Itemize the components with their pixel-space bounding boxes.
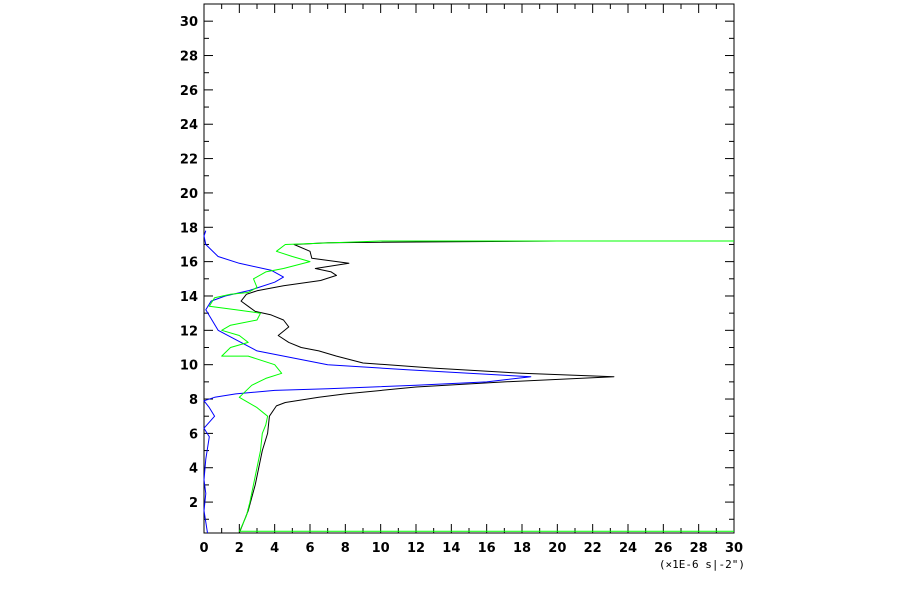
y-tick-label: 14 — [180, 290, 198, 305]
x-tick-label: 8 — [341, 541, 350, 556]
y-tick-label: 18 — [180, 221, 198, 236]
y-tick-label: 28 — [180, 50, 198, 65]
ticks — [203, 4, 735, 533]
x-tick-label: 22 — [584, 541, 602, 556]
series-line-2 — [203, 230, 532, 534]
y-tick-label: 4 — [189, 462, 198, 477]
series-layer — [203, 230, 734, 534]
y-tick-label: 24 — [180, 118, 198, 133]
x-tick-label: 24 — [619, 541, 637, 556]
y-tick-label: 30 — [180, 15, 198, 30]
y-tick-label: 22 — [180, 153, 198, 168]
y-tick-label: 16 — [180, 256, 198, 271]
x-tick-label: 2 — [235, 541, 244, 556]
y-tick-label: 10 — [180, 359, 198, 374]
x-unit-label: (×1E-6 s|-2") — [659, 558, 745, 571]
x-tick-label: 14 — [442, 541, 460, 556]
x-tick-label: 20 — [548, 541, 566, 556]
x-tick-label: 28 — [690, 541, 708, 556]
y-tick-label: 26 — [180, 84, 198, 99]
series-line-3 — [208, 240, 734, 532]
x-tick-label: 4 — [270, 541, 279, 556]
y-tick-label: 20 — [180, 187, 198, 202]
series-line-1 — [238, 240, 734, 534]
tick-labels: 0 2 4 6 8 10 12 14 16 18 20 22 24 26 28 302468101214161… — [180, 15, 743, 556]
x-tick-label: 16 — [478, 541, 496, 556]
x-tick-label: 10 — [372, 541, 390, 556]
y-tick-label: 12 — [180, 324, 198, 339]
y-tick-label: 6 — [189, 427, 198, 442]
x-tick-label: 12 — [407, 541, 425, 556]
x-tick-label: 30 — [725, 541, 743, 556]
x-tick-label: 0 — [199, 541, 208, 556]
x-tick-label: 18 — [513, 541, 531, 556]
x-tick-label: 6 — [305, 541, 314, 556]
x-tick-label: 26 — [654, 541, 672, 556]
y-tick-label: 8 — [189, 393, 198, 408]
y-tick-label: 2 — [189, 496, 198, 511]
